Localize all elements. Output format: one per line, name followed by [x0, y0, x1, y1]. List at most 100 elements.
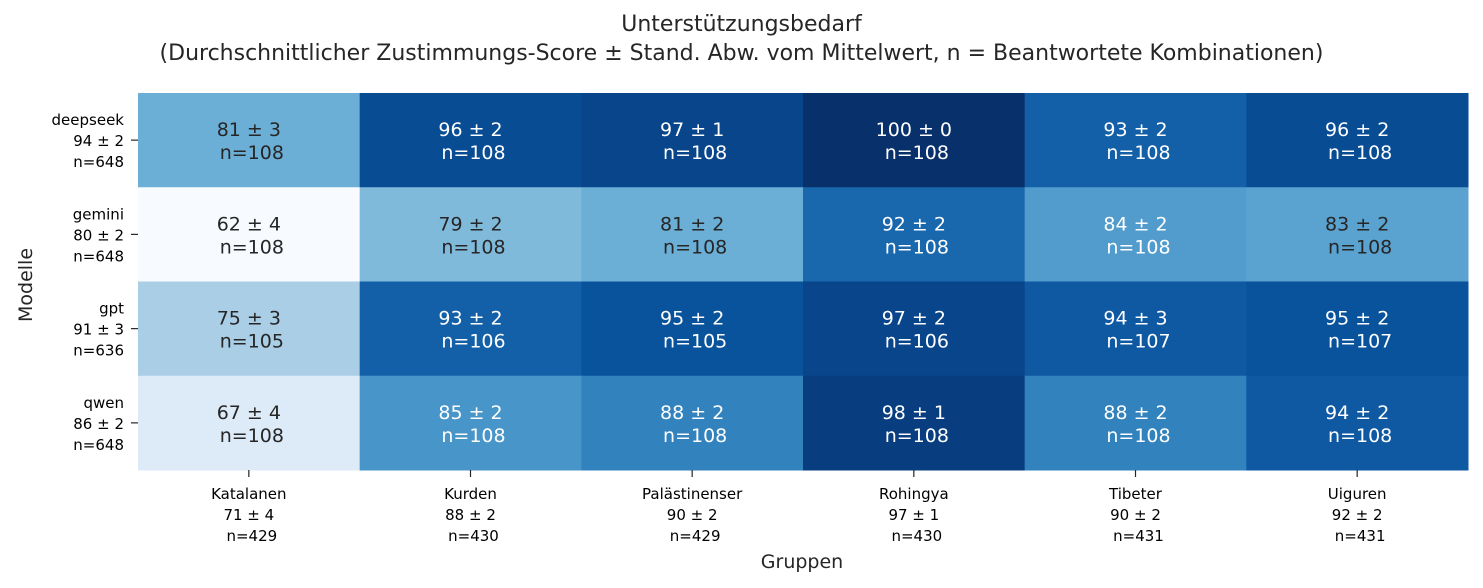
cell-n-label: n=108: [220, 142, 284, 164]
heatmap-cell-gemini-Palästinenser: [581, 187, 804, 282]
heatmap-cell-gemini-Tibeter: [1024, 187, 1247, 282]
cell-n-label: n=105: [663, 331, 727, 353]
chart-subtitle: (Durchschnittlicher Zustimmungs-Score ± …: [159, 41, 1324, 66]
cell-n-label: n=108: [885, 425, 949, 447]
cell-value-label: 79 ± 2: [438, 213, 502, 235]
cell-n-label: n=108: [441, 236, 505, 258]
y-tick-label: qwen: [83, 394, 124, 412]
cell-value-label: 93 ± 2: [1103, 119, 1167, 141]
y-tick-label: 86 ± 2: [73, 415, 124, 433]
x-tick-label: 90 ± 2: [1110, 506, 1161, 524]
cell-n-label: n=108: [663, 142, 727, 164]
cell-value-label: 83 ± 2: [1325, 213, 1389, 235]
x-tick-label: n=430: [448, 527, 499, 545]
cell-value-label: 97 ± 1: [660, 119, 724, 141]
cell-n-label: n=108: [1106, 142, 1170, 164]
y-tick-label: n=648: [73, 153, 124, 171]
chart-title: Unterstützungsbedarf: [621, 12, 862, 37]
heatmap-cell-gpt-Uiguren: [1246, 281, 1469, 377]
cell-value-label: 88 ± 2: [660, 402, 724, 424]
cell-n-label: n=108: [663, 425, 727, 447]
heatmap-cell-deepseek-Tibeter: [1024, 93, 1247, 188]
cell-n-label: n=108: [220, 425, 284, 447]
x-tick-label: n=429: [670, 527, 721, 545]
cell-value-label: 96 ± 2: [438, 119, 502, 141]
cell-value-label: 96 ± 2: [1325, 119, 1389, 141]
x-tick-label: n=430: [891, 527, 942, 545]
x-tick-label: Kurden: [444, 485, 497, 503]
heatmap-cell-deepseek-Katalanen: [138, 93, 361, 188]
cell-n-label: n=108: [1328, 236, 1392, 258]
y-tick-label: n=648: [73, 247, 124, 265]
cell-value-label: 98 ± 1: [882, 402, 946, 424]
cell-n-label: n=105: [220, 331, 284, 353]
heatmap-cell-gpt-Katalanen: [138, 281, 361, 377]
cell-value-label: 85 ± 2: [438, 402, 502, 424]
cell-value-label: 92 ± 2: [882, 213, 946, 235]
heatmap-cell-deepseek-Rohingya: [803, 93, 1026, 188]
x-tick-label: 71 ± 4: [223, 506, 274, 524]
heatmap-cell-gpt-Rohingya: [803, 281, 1026, 377]
cell-value-label: 81 ± 3: [217, 119, 281, 141]
heatmap-cell-gpt-Tibeter: [1024, 281, 1247, 377]
heatmap-cell-gpt-Palästinenser: [581, 281, 804, 377]
heatmap-cell-qwen-Uiguren: [1246, 375, 1469, 471]
cell-n-label: n=108: [220, 236, 284, 258]
cell-value-label: 94 ± 3: [1103, 308, 1167, 330]
heatmap-cell-gpt-Kurden: [359, 281, 582, 377]
cell-value-label: 97 ± 2: [882, 308, 946, 330]
heatmap-cell-qwen-Tibeter: [1024, 375, 1247, 471]
y-tick-label: gemini: [73, 205, 124, 223]
y-axis-label: Modelle: [15, 248, 37, 322]
heatmap-cell-deepseek-Palästinenser: [581, 93, 804, 188]
cell-value-label: 84 ± 2: [1103, 213, 1167, 235]
cell-value-label: 81 ± 2: [660, 213, 724, 235]
y-tick-label: gpt: [99, 300, 124, 318]
cell-n-label: n=106: [885, 331, 949, 353]
cell-n-label: n=108: [885, 142, 949, 164]
y-tick-label: 91 ± 3: [73, 321, 124, 339]
cell-n-label: n=108: [663, 236, 727, 258]
cell-value-label: 100 ± 0: [876, 119, 952, 141]
cell-n-label: n=106: [441, 331, 505, 353]
y-tick-label: 80 ± 2: [73, 226, 124, 244]
heatmap-cell-qwen-Palästinenser: [581, 375, 804, 471]
x-tick-label: Tibeter: [1108, 485, 1163, 503]
x-tick-label: 97 ± 1: [888, 506, 939, 524]
cell-n-label: n=108: [1328, 425, 1392, 447]
heatmap-cell-qwen-Rohingya: [803, 375, 1026, 471]
y-tick-label: 94 ± 2: [73, 132, 124, 150]
heatmap-cell-gemini-Uiguren: [1246, 187, 1469, 282]
x-tick-label: Katalanen: [211, 485, 286, 503]
heatmap-cell-qwen-Kurden: [359, 375, 582, 471]
x-tick-label: n=431: [1113, 527, 1164, 545]
cell-n-label: n=107: [1106, 331, 1170, 353]
x-tick-label: 90 ± 2: [667, 506, 718, 524]
heatmap-cell-gemini-Rohingya: [803, 187, 1026, 282]
x-tick-label: Palästinenser: [642, 485, 743, 503]
y-axis-ticks: deepseek 94 ± 2 n=648 gemini 80 ± 2 n=648 gpt 9…: [52, 111, 138, 454]
heatmap-cell-deepseek-Kurden: [359, 93, 582, 188]
heatmap-cell-gemini-Kurden: [359, 187, 582, 282]
y-tick-label: n=648: [73, 436, 124, 454]
x-tick-label: n=429: [226, 527, 277, 545]
heatmap-cell-qwen-Katalanen: [138, 375, 361, 471]
heatmap-cell-gemini-Katalanen: [138, 187, 361, 282]
cell-value-label: 95 ± 2: [1325, 308, 1389, 330]
y-tick-label: deepseek: [52, 111, 125, 129]
heatmap-cell-deepseek-Uiguren: [1246, 93, 1469, 188]
cell-n-label: n=108: [441, 142, 505, 164]
cell-value-label: 67 ± 4: [217, 402, 281, 424]
cell-value-label: 94 ± 2: [1325, 402, 1389, 424]
cell-n-label: n=108: [1328, 142, 1392, 164]
cell-value-label: 93 ± 2: [438, 308, 502, 330]
cell-n-label: n=108: [885, 236, 949, 258]
cell-n-label: n=108: [1106, 236, 1170, 258]
x-tick-label: 92 ± 2: [1332, 506, 1383, 524]
cell-n-label: n=108: [441, 425, 505, 447]
x-tick-label: 88 ± 2: [445, 506, 496, 524]
cell-value-label: 95 ± 2: [660, 308, 724, 330]
x-tick-label: Rohingya: [879, 485, 949, 503]
